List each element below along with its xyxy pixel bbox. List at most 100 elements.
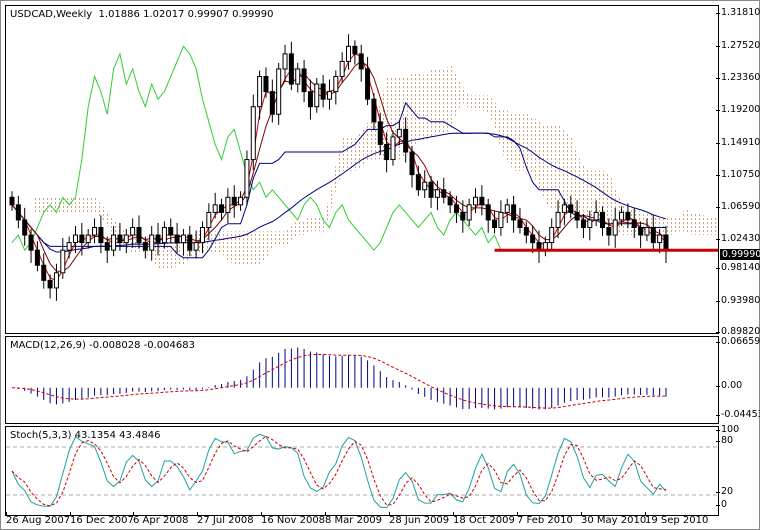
candle [244,159,250,198]
candle [180,234,186,244]
candle [498,211,504,228]
time-label: 16 Nov 2008 [261,512,326,526]
candle [187,234,193,251]
candle [625,211,631,221]
price-chart-canvas[interactable] [6,6,718,333]
candle [460,211,466,221]
candle [561,204,567,213]
candle [409,151,415,176]
candle [282,53,288,70]
candle [41,264,47,281]
price-tick: 0.98140 [715,262,760,273]
macd-axis: 0.066593 0.00 -0.04453 [715,336,760,422]
stoch-tick: 80 [715,435,734,446]
candle [307,91,313,108]
ohlc-values: 1.01886 1.02017 0.99907 0.99990 [98,9,274,20]
candle [72,234,78,244]
candle [663,234,669,251]
candle [98,226,104,244]
candle [79,234,85,244]
candle [199,226,205,244]
candle [250,106,256,161]
candle [600,211,606,228]
candle [320,83,326,100]
candle [155,234,161,244]
chikou-span-line [11,45,502,252]
candle [568,204,574,213]
symbol-timeframe: USDCAD,Weekly [10,9,93,20]
candle [136,226,142,244]
macd-signal-line [11,353,667,409]
candle [34,249,40,266]
long-ma-line [11,132,667,253]
candle [276,68,282,115]
candle [238,196,244,206]
candle [549,226,555,244]
candle [142,242,148,251]
candle [580,219,586,228]
kijun-sen-line [11,101,666,259]
candle [326,91,332,100]
price-tick: 0.89820 [715,326,760,337]
candle [206,211,212,228]
candle [434,189,440,198]
candle [555,211,561,228]
candle [301,68,307,93]
candle [352,45,358,55]
candle [333,76,339,93]
candle [168,226,174,236]
candle [396,128,402,138]
candle [479,196,485,206]
current-price-tag: 0.99990 [720,249,760,260]
candle [466,204,472,221]
time-label: 28 Jun 2009 [389,512,450,526]
stochastic-axis: 100 80 20 0 [715,424,760,514]
price-tick: 1.06590 [715,201,760,212]
macd-label: MACD(12,26,9) -0.008028 -0.004683 [10,340,195,351]
price-tick: 1.27520 [715,40,760,51]
candle [657,234,663,244]
candle [453,204,459,213]
candle [415,174,421,191]
candle [314,83,320,108]
candle [511,204,517,221]
candle [257,76,263,108]
candle [523,226,529,236]
candle [606,226,612,236]
time-label: 30 May 2010 [581,512,647,526]
time-label: 8 Mar 2009 [325,512,383,526]
time-label: 16 Dec 2007 [70,512,134,526]
candle [638,226,644,236]
stoch-k-line [11,433,667,509]
candle [530,234,536,244]
price-tick: 1.14910 [715,137,760,148]
candle [161,226,167,244]
macd-pane[interactable]: MACD(12,26,9) -0.008028 -0.004683 [5,336,719,424]
candle [403,128,409,153]
price-axis: 1.31810 1.27520 1.23360 1.19200 1.14910 … [715,5,760,337]
time-label: 26 Aug 2007 [6,512,71,526]
macd-canvas[interactable] [6,337,718,423]
candle [358,53,364,70]
candle [47,279,53,289]
candle [28,234,34,251]
candle [631,219,637,228]
time-label: 6 Apr 2008 [133,512,189,526]
candle [22,219,28,236]
stochastic-pane[interactable]: Stoch(5,3,3) 43.1354 43.4846 [5,426,719,516]
candle [422,181,428,191]
time-label: 27 Jul 2008 [197,512,254,526]
candle [123,234,129,244]
macd-tick: 0.066593 [715,336,760,347]
candle [587,219,593,228]
candle [149,234,155,251]
candle [60,249,66,274]
stochastic-canvas[interactable] [6,427,718,515]
candle [212,204,218,213]
price-tick: 0.93980 [715,295,760,306]
candle [390,136,396,161]
price-chart-pane[interactable]: USDCAD,Weekly 1.01886 1.02017 0.99907 0.… [5,5,719,334]
candle [339,60,345,78]
candle [650,226,656,244]
candle [15,204,21,221]
